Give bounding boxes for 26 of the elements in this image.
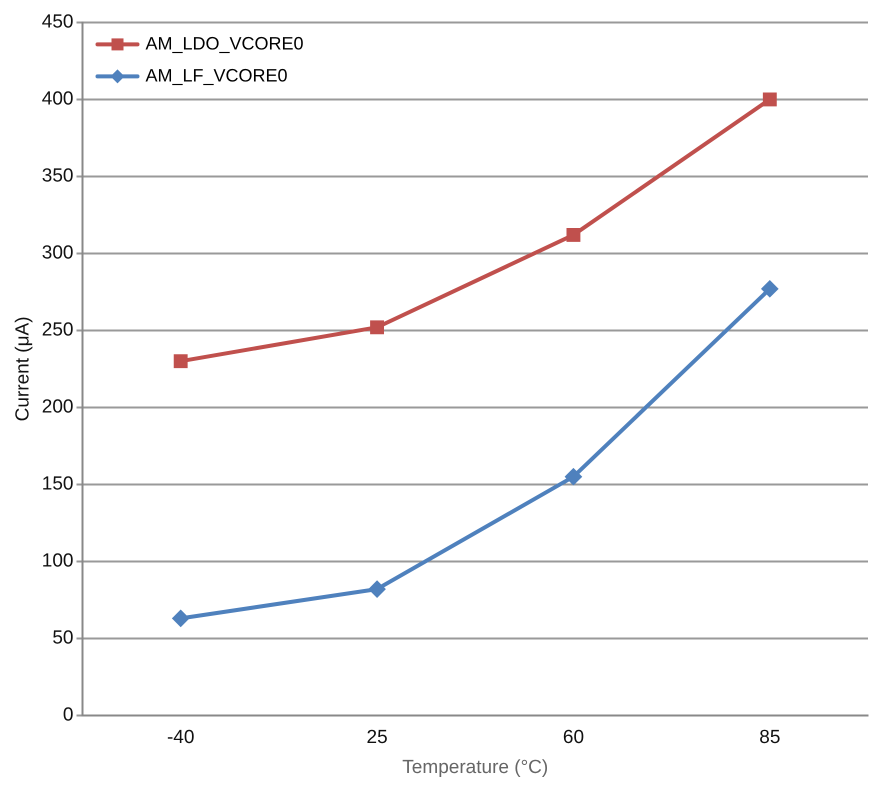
point xyxy=(174,354,188,368)
y-tick-label: 300 xyxy=(42,242,74,264)
legend-label: AM_LDO_VCORE0 xyxy=(146,33,304,54)
point xyxy=(369,581,386,598)
y-tick-label: 250 xyxy=(42,320,74,341)
y-tick-label: 0 xyxy=(62,704,74,726)
y-tick-label: 450 xyxy=(42,12,74,33)
y-tick-label: 150 xyxy=(42,474,74,495)
y-tick-label: 350 xyxy=(42,166,74,187)
point xyxy=(566,228,580,242)
point xyxy=(762,92,777,106)
y-axis-title: Current (μA) xyxy=(12,316,34,422)
x-tick-label: 25 xyxy=(366,727,388,748)
point xyxy=(762,280,778,297)
y-tick-label: 50 xyxy=(52,628,74,649)
y-tick-label: 200 xyxy=(42,396,74,418)
x-tick-label: -40 xyxy=(166,727,194,748)
y-tick-label: 400 xyxy=(42,88,74,110)
x-tick-label: 60 xyxy=(562,727,584,748)
point xyxy=(565,468,582,485)
x-axis-title: Temperature (°C) xyxy=(402,756,548,778)
point xyxy=(172,610,189,626)
x-tick-label: 85 xyxy=(759,727,780,748)
legend-label: AM_LF_VCORE0 xyxy=(146,65,288,86)
point xyxy=(370,320,384,334)
y-tick-label: 100 xyxy=(42,550,74,572)
